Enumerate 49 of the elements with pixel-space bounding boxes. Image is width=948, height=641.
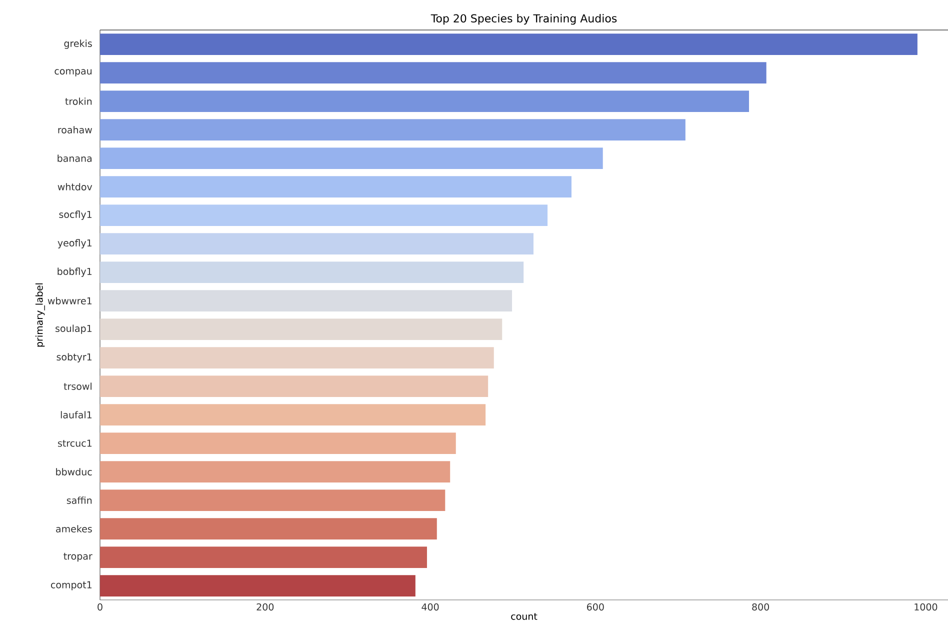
x-tick-label: 200 (256, 603, 274, 611)
bar (100, 204, 548, 226)
bar (100, 432, 456, 454)
x-tick-label: 1000 (914, 603, 938, 611)
y-tick-label: sobtyr1 (56, 353, 92, 362)
y-tick-label: socfly1 (59, 210, 92, 220)
bar (100, 90, 750, 112)
x-tick-label: 400 (422, 603, 439, 611)
y-tick-label: laufal1 (60, 411, 92, 418)
bar (100, 461, 450, 482)
y-tick-label: strcuc1 (58, 440, 92, 447)
x-axis-title: count (511, 613, 538, 620)
y-tick-label: trsowl (64, 382, 92, 390)
y-tick-label: amekes (56, 525, 92, 532)
bar (100, 119, 686, 140)
y-tick-label: bbwduc (56, 468, 92, 476)
y-tick-label: saffin (66, 496, 92, 504)
x-tick-label: 800 (752, 603, 769, 611)
y-axis-title: primary_label (35, 283, 45, 347)
bar (100, 318, 502, 340)
y-tick-label: compau (54, 69, 92, 76)
bar (100, 404, 486, 426)
bar (100, 518, 437, 540)
y-tick-label: banana (58, 154, 92, 162)
y-tick-label: bobfly1 (58, 268, 92, 277)
y-tick-label: whtdov (58, 183, 92, 190)
bar (100, 176, 572, 198)
bar (100, 148, 603, 169)
y-tick-label: roahaw (58, 126, 92, 134)
bar (100, 233, 534, 254)
bar (100, 34, 918, 55)
x-tick-label: 0 (98, 603, 102, 611)
y-tick-label: yeofly1 (58, 239, 92, 248)
y-tick-label: wbwwre1 (48, 297, 92, 304)
bar (100, 290, 512, 312)
bar (100, 262, 524, 283)
bar (100, 546, 427, 568)
y-tick-label: trokin (65, 98, 92, 105)
bar (100, 347, 494, 368)
y-tick-label: tropar (64, 552, 92, 562)
chart-title: Top 20 Species by Training Audios (430, 14, 617, 25)
bar (100, 62, 766, 84)
bar (100, 376, 488, 397)
y-tick-label: soulap1 (56, 324, 92, 334)
x-tick-label: 600 (587, 603, 604, 611)
bar (100, 575, 416, 596)
y-tick-label: compot1 (50, 581, 92, 590)
y-tick-label: grekis (64, 40, 92, 49)
bar (100, 490, 446, 511)
